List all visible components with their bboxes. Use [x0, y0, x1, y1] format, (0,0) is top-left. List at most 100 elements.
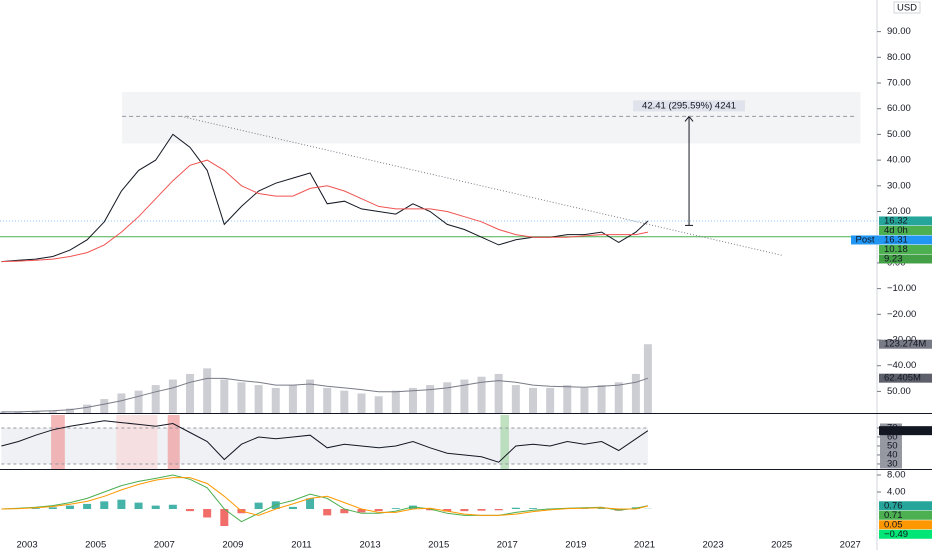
price-badge-label: 10.18: [884, 244, 908, 255]
y-tick-label: 50.00: [887, 129, 911, 140]
bar: [460, 379, 469, 413]
y-tick-label: −10.00: [887, 283, 916, 294]
bar: [100, 501, 109, 510]
x-tick-label: 2025: [771, 540, 792, 550]
line: [1, 477, 649, 516]
highlight: [51, 415, 65, 469]
bar: [83, 503, 92, 510]
bar: [186, 373, 195, 413]
bar: [357, 393, 366, 413]
y-tick-label: 4.00: [887, 487, 906, 498]
tick-badge: [880, 432, 902, 442]
bar: [306, 498, 315, 510]
price-badge: [879, 529, 932, 539]
x-tick-label: 2005: [85, 540, 106, 550]
price-badge-label: 16.31: [884, 234, 908, 245]
measure-label: 42.41 (295.59%) 4241: [642, 100, 736, 111]
bar: [494, 509, 503, 511]
x-tick-label: 2021: [634, 540, 655, 550]
x-tick-label: 2023: [702, 540, 723, 550]
bar: [117, 499, 126, 510]
bar: [0, 411, 6, 413]
bar: [597, 385, 606, 413]
x-tick-label: 2019: [565, 540, 586, 550]
y-tick-label: 90.00: [887, 26, 911, 37]
bar: [443, 509, 452, 512]
bar: [597, 508, 606, 510]
price-badge-label: 67: [884, 425, 895, 436]
price-badge-label: 0.71: [884, 510, 903, 521]
bar: [511, 385, 520, 413]
bar: [460, 509, 469, 512]
price-badge: [879, 339, 932, 349]
bar: [48, 410, 57, 413]
x-tick-label: 2027: [840, 540, 861, 550]
bar: [323, 387, 332, 413]
tick-badge: [880, 441, 902, 451]
price-badge: [879, 520, 932, 530]
bar: [391, 390, 400, 413]
badge-tag: [851, 235, 879, 245]
price-badge-label: 16.32: [884, 215, 908, 226]
price-badge-label: 62.405M: [884, 373, 921, 384]
y-tick-label: 30.00: [887, 180, 911, 191]
bar: [134, 502, 143, 510]
bar: [340, 509, 349, 514]
price-badge: [879, 501, 932, 511]
y-tick-label: 80.00: [887, 52, 911, 63]
bar: [186, 509, 195, 512]
bar: [151, 385, 160, 413]
line: [1, 159, 649, 263]
bar: [117, 393, 126, 413]
bar: [288, 506, 297, 510]
bar: [528, 508, 537, 510]
y-tick-label: 50.00: [887, 386, 911, 397]
price-badge-label: 123.274M: [884, 339, 926, 350]
highlight: [500, 415, 509, 469]
bar: [31, 508, 40, 510]
bar: [306, 379, 315, 413]
y-tick-label: 70.00: [887, 78, 911, 89]
bar: [48, 507, 57, 510]
bar: [134, 390, 143, 413]
price-badge: [879, 225, 932, 235]
y-tick-label: 30: [887, 458, 898, 469]
bar: [408, 387, 417, 413]
price-badge: [879, 373, 932, 383]
bar: [374, 509, 383, 512]
line: [1, 377, 649, 413]
bar: [65, 408, 74, 413]
bar: [563, 385, 572, 413]
bar: [151, 505, 160, 510]
measure-arrow: [684, 115, 694, 122]
x-tick-label: 2015: [428, 540, 449, 550]
bar: [83, 404, 92, 413]
y-tick-label: −20.00: [887, 309, 916, 320]
bar: [477, 509, 486, 511]
x-tick-label: 2013: [360, 540, 381, 550]
line: [1, 474, 648, 523]
price-badge: [879, 244, 932, 254]
tick-badge: [880, 450, 902, 460]
bar: [546, 387, 555, 413]
bar: [631, 373, 640, 413]
bar: [254, 385, 263, 413]
bar: [477, 376, 486, 413]
bar: [65, 505, 74, 510]
bar: [31, 411, 40, 413]
currency-box: [893, 1, 921, 14]
bar: [220, 509, 229, 526]
price-badge: [879, 235, 932, 245]
line: [1, 420, 649, 463]
x-tick-label: 2007: [154, 540, 175, 550]
price-badge-label: 4d 0h: [884, 225, 908, 236]
bar: [340, 390, 349, 413]
price-badge: [879, 216, 932, 226]
bar: [357, 509, 366, 513]
y-tick-label: 40: [887, 449, 898, 460]
y-tick-label: 20.00: [887, 206, 911, 217]
price-badge-label: 0.05: [884, 519, 903, 530]
bar: [168, 379, 177, 413]
